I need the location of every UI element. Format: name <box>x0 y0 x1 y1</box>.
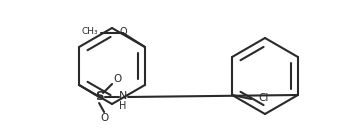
Text: O: O <box>113 74 121 84</box>
Text: Cl: Cl <box>258 93 269 103</box>
Text: O: O <box>119 27 127 37</box>
Text: CH₃: CH₃ <box>81 28 98 37</box>
Text: S: S <box>95 91 103 103</box>
Text: O: O <box>100 113 108 123</box>
Text: N: N <box>119 91 127 101</box>
Text: H: H <box>120 101 127 111</box>
